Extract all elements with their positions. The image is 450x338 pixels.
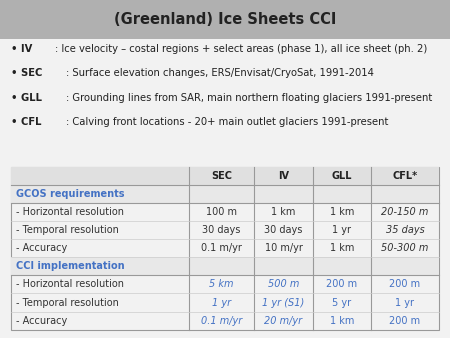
Text: 1 km: 1 km <box>330 316 354 325</box>
Text: • CFL: • CFL <box>11 117 42 127</box>
Text: : Ice velocity – costal regions + select areas (phase 1), all ice sheet (ph. 2): : Ice velocity – costal regions + select… <box>55 44 428 54</box>
Text: 1 yr: 1 yr <box>212 297 231 308</box>
Text: SEC: SEC <box>211 171 232 181</box>
Text: CFL*: CFL* <box>392 171 418 181</box>
Text: GCOS requirements: GCOS requirements <box>16 189 124 199</box>
Bar <box>11 167 439 185</box>
Text: 20 m/yr: 20 m/yr <box>265 316 302 325</box>
Text: 500 m: 500 m <box>268 280 299 289</box>
Text: 30 days: 30 days <box>264 225 303 235</box>
Text: 1 yr: 1 yr <box>333 225 351 235</box>
Text: IV: IV <box>278 171 289 181</box>
Text: GLL: GLL <box>332 171 352 181</box>
Text: 100 m: 100 m <box>206 208 237 217</box>
Text: • GLL: • GLL <box>11 93 42 103</box>
Text: CCI implementation: CCI implementation <box>16 262 124 271</box>
Bar <box>0 0 450 39</box>
Text: - Temporal resolution: - Temporal resolution <box>16 225 119 235</box>
Text: 1 km: 1 km <box>330 208 354 217</box>
Text: 20-150 m: 20-150 m <box>381 208 429 217</box>
Text: 1 km: 1 km <box>271 208 296 217</box>
Bar <box>11 167 439 330</box>
Bar <box>11 185 439 203</box>
Text: 30 days: 30 days <box>202 225 241 235</box>
Text: 50-300 m: 50-300 m <box>381 243 429 254</box>
Text: 10 m/yr: 10 m/yr <box>265 243 302 254</box>
Text: - Horizontal resolution: - Horizontal resolution <box>16 208 124 217</box>
Text: : Grounding lines from SAR, main northern floating glaciers 1991-present: : Grounding lines from SAR, main norther… <box>67 93 433 103</box>
Text: • IV: • IV <box>11 44 32 54</box>
Text: - Accuracy: - Accuracy <box>16 316 67 325</box>
Text: 5 yr: 5 yr <box>333 297 351 308</box>
Text: 200 m: 200 m <box>389 316 421 325</box>
Text: 200 m: 200 m <box>389 280 421 289</box>
Text: • SEC: • SEC <box>11 68 43 78</box>
Text: 5 km: 5 km <box>209 280 234 289</box>
Text: 0.1 m/yr: 0.1 m/yr <box>201 316 242 325</box>
Text: 0.1 m/yr: 0.1 m/yr <box>201 243 242 254</box>
Text: 35 days: 35 days <box>386 225 424 235</box>
Text: - Horizontal resolution: - Horizontal resolution <box>16 280 124 289</box>
Text: - Accuracy: - Accuracy <box>16 243 67 254</box>
Text: (Greenland) Ice Sheets CCI: (Greenland) Ice Sheets CCI <box>114 12 336 27</box>
Text: - Temporal resolution: - Temporal resolution <box>16 297 119 308</box>
Text: : Surface elevation changes, ERS/Envisat/CryoSat, 1991-2014: : Surface elevation changes, ERS/Envisat… <box>67 68 374 78</box>
Text: 1 yr: 1 yr <box>396 297 414 308</box>
Bar <box>11 258 439 275</box>
Text: 1 km: 1 km <box>330 243 354 254</box>
Text: 200 m: 200 m <box>326 280 358 289</box>
Text: 1 yr (S1): 1 yr (S1) <box>262 297 305 308</box>
Text: : Calving front locations - 20+ main outlet glaciers 1991-present: : Calving front locations - 20+ main out… <box>67 117 389 127</box>
